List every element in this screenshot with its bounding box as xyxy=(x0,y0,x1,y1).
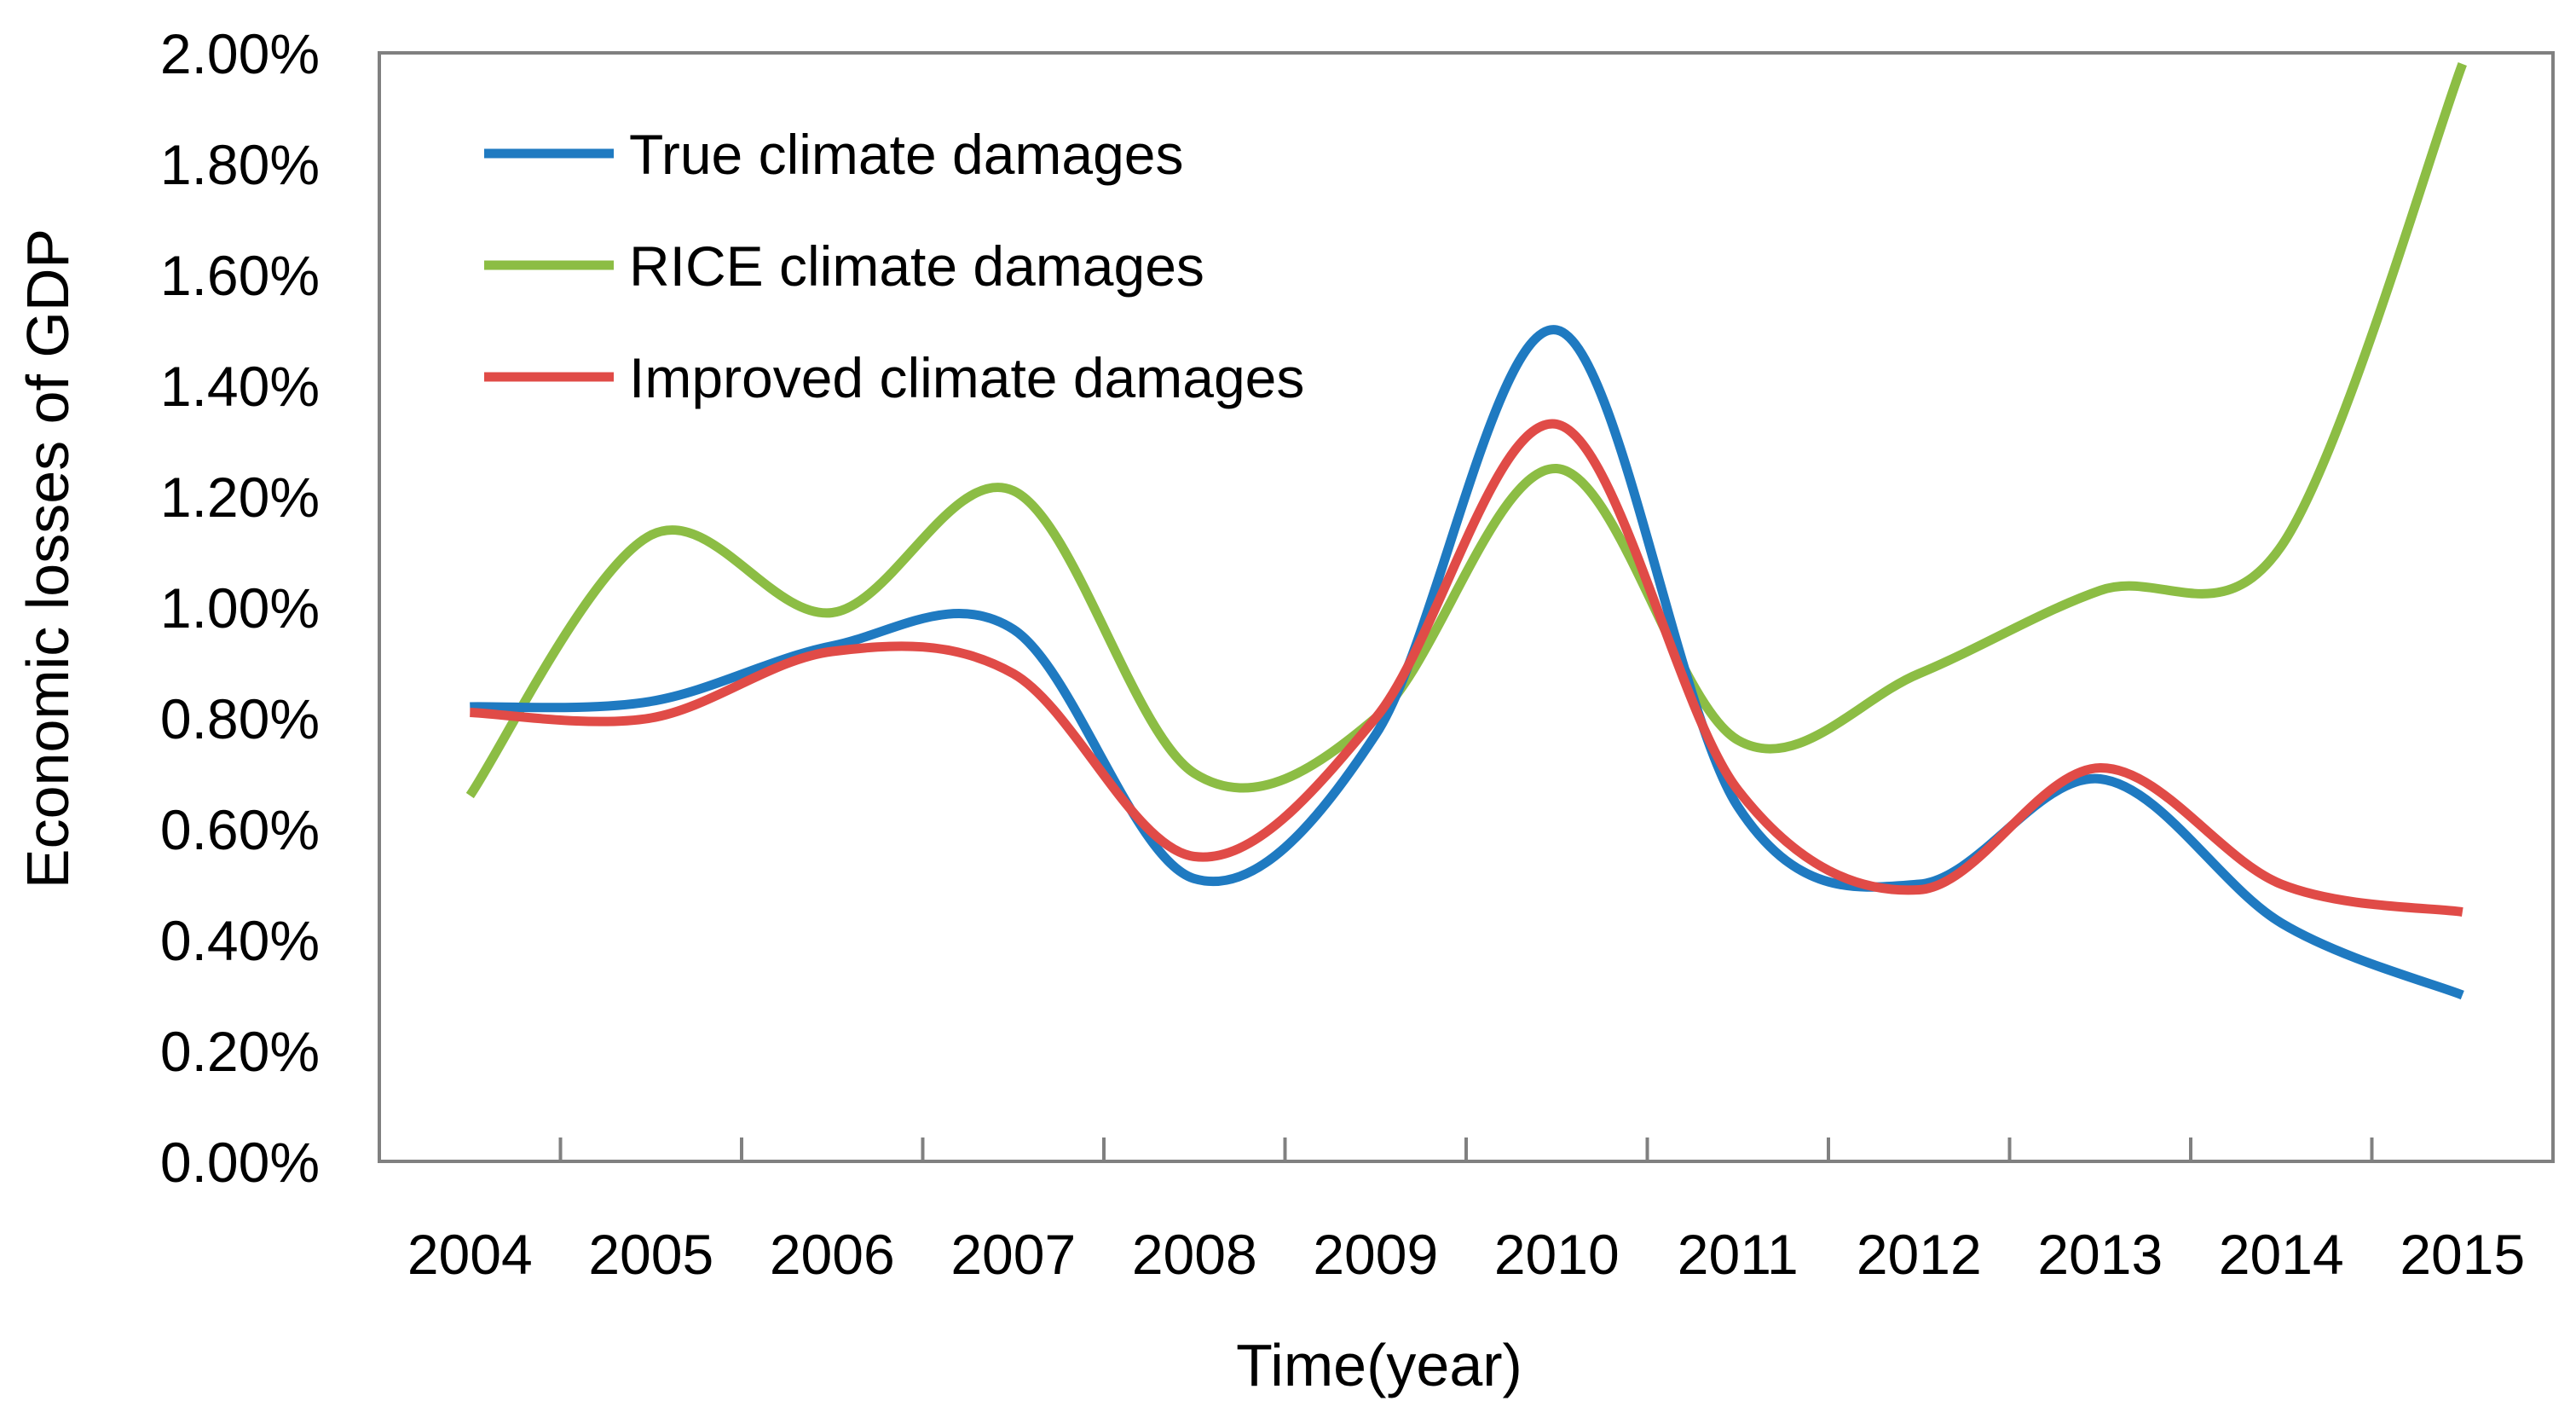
x-tick-label: 2008 xyxy=(1132,1223,1257,1286)
x-tick-label: 2007 xyxy=(950,1223,1076,1286)
x-tick-label: 2014 xyxy=(2219,1223,2344,1286)
series-line-3 xyxy=(470,419,2463,917)
x-tick-label: 2012 xyxy=(1857,1223,1982,1286)
legend-label: Improved climate damages xyxy=(629,346,1304,409)
y-tick-label: 0.20% xyxy=(160,1020,320,1083)
y-tick-label: 1.40% xyxy=(160,355,320,418)
x-tick-label: 2015 xyxy=(2400,1223,2525,1286)
y-tick-label: 0.40% xyxy=(160,909,320,972)
x-tick-label: 2009 xyxy=(1313,1223,1438,1286)
x-tick-label: 2004 xyxy=(407,1223,533,1286)
x-tick-label: 2011 xyxy=(1678,1223,1799,1286)
y-tick-label: 1.60% xyxy=(160,244,320,307)
x-tick-label: 2006 xyxy=(770,1223,895,1286)
x-axis-title: Time(year) xyxy=(1236,1332,1522,1398)
y-tick-label: 0.80% xyxy=(160,687,320,750)
plot-area-border xyxy=(378,51,2555,1163)
y-tick-label: 0.00% xyxy=(160,1131,320,1194)
series-line-2 xyxy=(465,62,2467,799)
y-tick-label: 0.60% xyxy=(160,798,320,861)
y-tick-label: 1.80% xyxy=(160,133,320,196)
y-axis-title: Economic losses of GDP xyxy=(14,229,81,889)
y-tick-label: 1.20% xyxy=(160,466,320,529)
legend-label: True climate damages xyxy=(629,123,1184,186)
x-tick-label: 2013 xyxy=(2037,1223,2163,1286)
x-tick-label: 2010 xyxy=(1494,1223,1620,1286)
series-line-1 xyxy=(470,325,2464,1000)
y-tick-label: 1.00% xyxy=(160,576,320,640)
x-tick-label: 2005 xyxy=(588,1223,713,1286)
legend-label: RICE climate damages xyxy=(629,234,1204,298)
y-tick-label: 2.00% xyxy=(160,22,320,85)
